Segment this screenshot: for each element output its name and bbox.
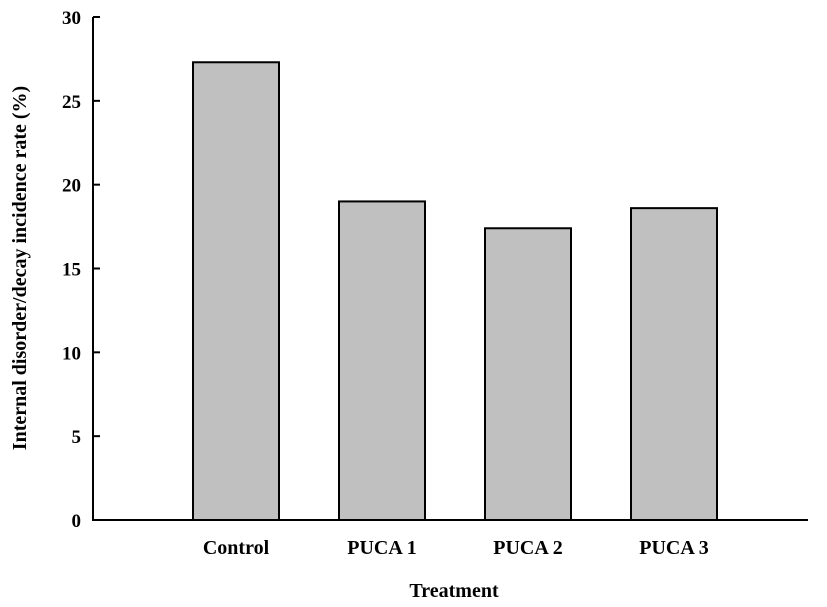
bar-puca-3 bbox=[630, 207, 718, 521]
bar-control bbox=[192, 61, 280, 522]
x-tick-label: PUCA 1 bbox=[347, 537, 416, 559]
x-axis-title: Treatment bbox=[409, 580, 499, 602]
x-tick-label: PUCA 2 bbox=[493, 537, 562, 559]
x-tick-labels-group: Control PUCA 1 PUCA 2 PUCA 3 bbox=[203, 537, 709, 559]
y-tick-label: 20 bbox=[62, 176, 81, 197]
y-tick-label: 10 bbox=[62, 343, 81, 364]
bar-puca-1 bbox=[338, 200, 426, 522]
bars-group bbox=[192, 61, 718, 522]
y-tick-label: 5 bbox=[72, 427, 82, 448]
y-ticks-group: 0 5 10 15 20 25 30 bbox=[62, 8, 100, 532]
plot-area: 0 5 10 15 20 25 30 Control PUCA 1 PUCA 2 PUCA 3 bbox=[62, 8, 808, 559]
bar-puca-2 bbox=[484, 227, 572, 521]
x-tick-label: Control bbox=[203, 537, 270, 559]
y-tick-label: 30 bbox=[62, 8, 81, 29]
y-tick-label: 15 bbox=[62, 260, 81, 281]
x-tick-label: PUCA 3 bbox=[639, 537, 708, 559]
y-axis-title: Internal disorder/decay incidence rate (… bbox=[9, 86, 31, 450]
y-tick-label: 0 bbox=[72, 511, 82, 532]
y-tick-label: 25 bbox=[62, 92, 81, 113]
